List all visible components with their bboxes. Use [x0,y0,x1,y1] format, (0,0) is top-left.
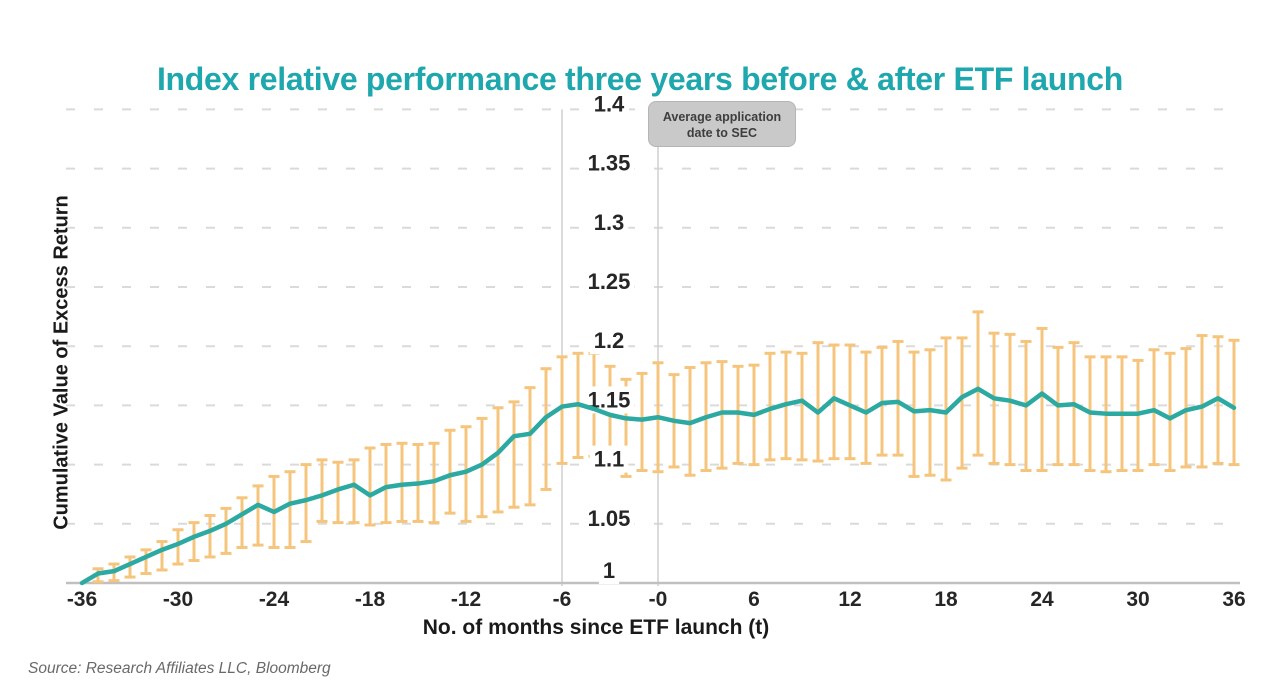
y-tick-label-bg [583,268,635,295]
y-tick-label-bg [589,327,629,355]
y-tick-label: 1.4 [594,91,625,116]
y-tick-label-bg [589,208,629,236]
y-tick-label-bg [583,504,635,532]
x-tick-label: -24 [259,588,290,611]
x-tick-label: 18 [934,588,958,611]
sec-application-date-annotation: Average application date to SEC [648,101,796,147]
x-tick-label: -18 [355,588,386,611]
y-tick-label: 1.05 [588,506,631,531]
source-note: Source: Research Affiliates LLC, Bloombe… [28,660,331,677]
y-tick-label-bg [583,149,635,177]
x-tick-label: -12 [451,588,481,611]
x-tick-label: 6 [748,588,760,611]
x-axis-title: No. of months since ETF launch (t) [422,616,770,639]
x-tick-label: -6 [553,588,572,611]
y-tick-label-bg [589,90,630,118]
y-axis-title: Cumulative Value of Excess Return [50,195,73,530]
y-tick-label: 1.3 [594,210,625,235]
y-tick-label: 1.25 [588,269,631,294]
annotation-line-1: Average application [662,110,782,124]
x-tick-label: 24 [1030,588,1054,611]
y-tick-label: 1 [603,558,615,583]
y-tick-label-bg [589,445,629,473]
y-tick-label: 1.2 [594,328,625,353]
annotation-line-2: date to SEC [686,126,758,140]
chart-title: Index relative performance three years b… [156,61,1124,98]
series-line [79,386,1237,586]
y-tick-label-bg [598,557,620,584]
y-tick-label: 1.1 [594,447,625,472]
x-tick-label: -36 [67,588,97,611]
y-tick-label: 1.35 [588,151,631,176]
x-tick-label: -0 [649,588,668,611]
x-tick-label: 12 [838,588,861,611]
x-tick-label: 30 [1126,588,1149,611]
x-tick-label: -30 [163,588,193,611]
x-tick-label: 36 [1222,588,1245,611]
